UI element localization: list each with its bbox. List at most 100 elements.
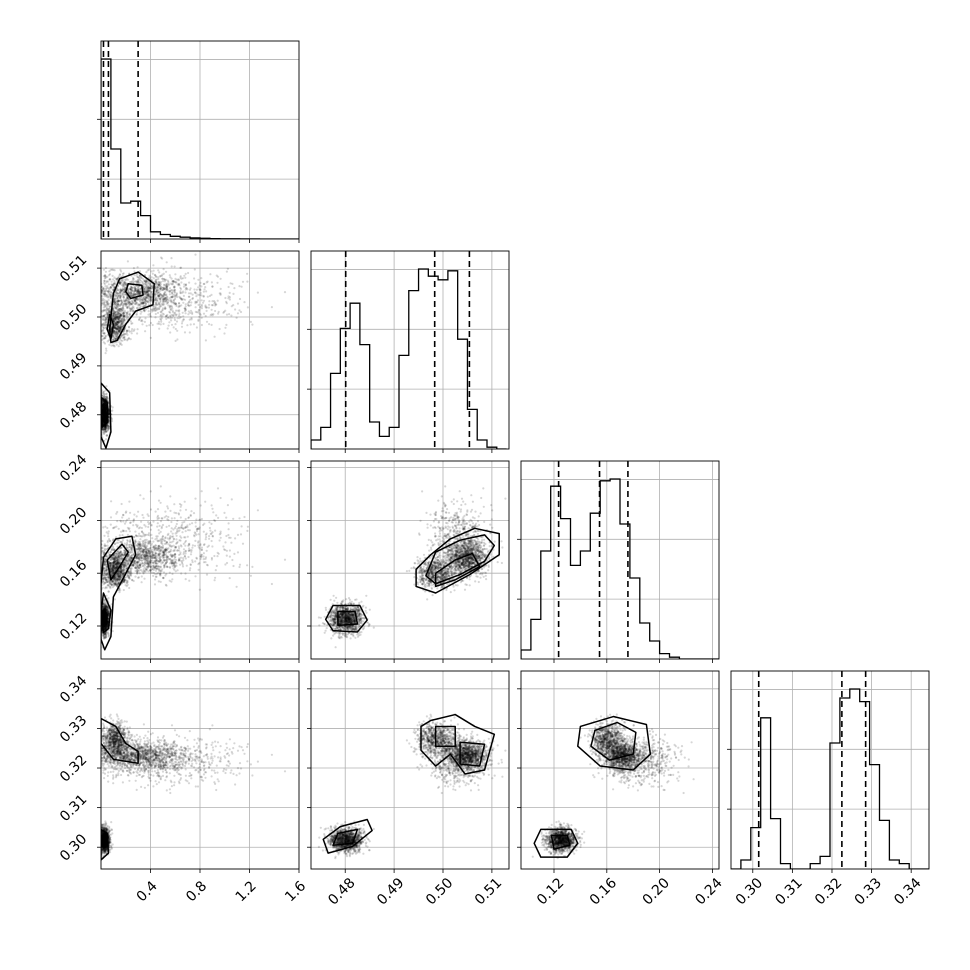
sample-point [120, 325, 123, 328]
sample-point [213, 300, 216, 303]
sample-point [213, 335, 216, 338]
sample-point [191, 311, 194, 314]
sample-point [104, 285, 107, 288]
sample-point [101, 417, 104, 420]
sample-point [162, 268, 165, 271]
sample-point [103, 412, 106, 415]
sample-point [116, 322, 119, 326]
sample-point [184, 308, 187, 311]
sample-point [115, 316, 118, 319]
sample-point [114, 321, 117, 324]
sample-point [108, 421, 111, 424]
sample-point [154, 298, 157, 302]
sample-point [118, 304, 121, 307]
sample-point [209, 314, 212, 317]
sample-point [163, 297, 166, 301]
sample-point [103, 410, 106, 413]
sample-point [162, 286, 165, 289]
sample-point [101, 410, 104, 413]
sample-point [114, 338, 118, 341]
sample-point [137, 292, 141, 295]
sample-point [235, 316, 238, 319]
sample-point [163, 292, 166, 295]
sample-point [128, 330, 131, 333]
sample-point [117, 303, 120, 306]
sample-point [114, 294, 117, 297]
sample-point [163, 280, 166, 283]
sample-point [104, 416, 107, 419]
sample-point [170, 283, 174, 286]
sample-point [118, 341, 121, 344]
sample-point [118, 320, 121, 324]
sample-point [114, 302, 117, 305]
sample-point [104, 403, 107, 406]
sample-point [128, 302, 131, 305]
sample-point [112, 318, 115, 321]
sample-point [102, 394, 105, 397]
sample-point [103, 407, 106, 410]
sample-point [119, 315, 122, 318]
sample-point [103, 410, 107, 414]
sample-point [117, 325, 120, 328]
sample-point [123, 319, 126, 322]
sample-point [102, 406, 105, 410]
sample-point [102, 407, 105, 410]
sample-point [102, 408, 105, 411]
sample-point [158, 322, 161, 325]
sample-point [102, 315, 105, 318]
sample-point [104, 317, 107, 320]
sample-point [123, 311, 126, 314]
sample-point [219, 277, 222, 280]
sample-point [143, 320, 146, 323]
sample-point [158, 281, 161, 284]
sample-point [106, 302, 109, 305]
sample-point [127, 301, 131, 304]
sample-point [108, 420, 111, 423]
sample-point [113, 280, 116, 283]
sample-point [141, 302, 144, 305]
sample-point [206, 280, 209, 283]
sample-point [101, 410, 104, 413]
sample-point [158, 284, 161, 287]
sample-point [171, 291, 174, 294]
sample-point [194, 302, 197, 305]
sample-point [165, 270, 168, 273]
sample-point [161, 308, 164, 311]
sample-point [103, 402, 106, 405]
sample-point [168, 290, 172, 293]
sample-point [115, 313, 118, 316]
sample-point [128, 306, 131, 310]
sample-point [103, 611, 106, 614]
sample-point [104, 415, 107, 418]
sample-point [103, 404, 106, 408]
sample-point [103, 414, 106, 418]
sample-point [134, 301, 137, 304]
sample-point [117, 300, 120, 303]
sample-point [101, 409, 104, 412]
sample-point [102, 418, 105, 422]
sample-point [103, 418, 106, 421]
sample-point [116, 320, 119, 323]
sample-point [102, 415, 105, 418]
sample-point [103, 402, 106, 405]
sample-point [102, 416, 105, 419]
sample-point [164, 297, 167, 300]
sample-point [210, 323, 213, 326]
sample-point [148, 300, 151, 303]
sample-point [200, 285, 203, 288]
sample-point [104, 405, 107, 408]
sample-point [136, 290, 139, 293]
sample-point [118, 312, 121, 315]
sample-point [160, 296, 163, 299]
sample-point [113, 311, 117, 315]
sample-point [178, 282, 181, 285]
sample-point [127, 301, 130, 305]
sample-point [103, 395, 106, 398]
sample-point [154, 306, 157, 309]
sample-point [162, 322, 165, 325]
sample-point [176, 338, 179, 341]
sample-point [146, 297, 149, 300]
sample-point [207, 306, 210, 309]
sample-point [120, 314, 123, 317]
